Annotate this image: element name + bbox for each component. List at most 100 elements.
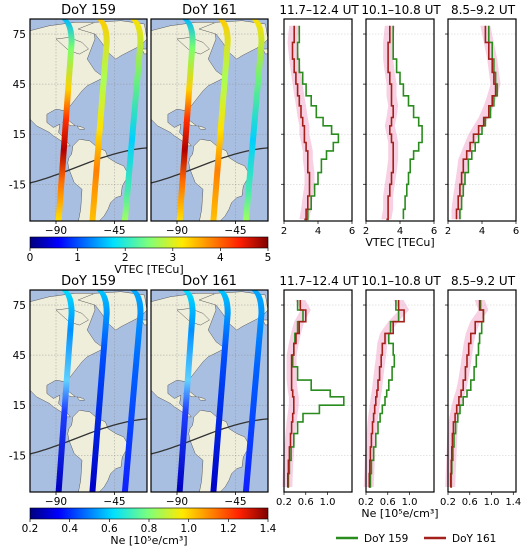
- profile-panel-top-profile-3: 8.5–9.2 UT 2 4 6: [445, 3, 519, 237]
- colorbar-label: Ne [10⁵e/cm³]: [110, 534, 187, 547]
- map-frame: [150, 289, 269, 493]
- satellite-track: [242, 19, 265, 221]
- profile-x-tick-label: 0.2: [440, 497, 456, 508]
- magnetic-equator: [30, 147, 147, 184]
- profile-panel-bottom-profile-3: 8.5–9.2 UT 0.2 0.6 1.0 1.4: [440, 274, 521, 508]
- magnetic-equator: [151, 147, 268, 184]
- land-mass: [198, 20, 268, 60]
- colorbar-tick-label: 1.4: [260, 523, 277, 535]
- profile-bg: [366, 19, 434, 221]
- map-title: DoY 159: [61, 274, 116, 289]
- lon-tick-label: −90: [45, 225, 67, 237]
- lat-tick-label: -15: [9, 450, 26, 462]
- series-line: [455, 25, 497, 220]
- colorbar-tick-label: 4: [217, 252, 224, 264]
- profile-x-tick-label: 4: [397, 226, 403, 237]
- map-panel-bottom-left: DoY 159 75 45 15 -15 −90 −45: [9, 274, 148, 508]
- profile-x-tick-label: 2: [363, 226, 369, 237]
- profile-x-tick-label: 0.2: [276, 497, 292, 508]
- profile-panel-bottom-profile-2: 10.1–10.8 UT 0.2 0.6 1.0Ne [10⁵e/cm³]: [358, 274, 441, 520]
- lat-tick-label: -15: [9, 179, 26, 191]
- uncertainty-band: [445, 300, 489, 487]
- profile-title: 11.7–12.4 UT: [279, 274, 359, 288]
- lat-tick-label: 45: [13, 79, 26, 91]
- profile-x-tick-label: 6: [431, 226, 437, 237]
- colorbar-label: VTEC [TECu]: [114, 263, 183, 276]
- profile-panel-top-profile-1: 11.7–12.4 UT 2 4 6: [279, 3, 359, 237]
- map-panel-bottom-right: DoY 161 −90 −45: [150, 274, 269, 508]
- map-frame: [150, 18, 269, 222]
- series-line: [291, 25, 311, 221]
- land-mass: [76, 396, 86, 401]
- satellite-track: [210, 290, 231, 492]
- lat-tick-label: 75: [13, 29, 26, 41]
- map-panel-top-left: DoY 159 75 45 15 -15 −90 −45: [9, 3, 148, 237]
- series-line: [392, 25, 423, 220]
- series-line: [450, 300, 485, 488]
- lon-tick-label: −45: [224, 496, 246, 508]
- colorbar-tick-label: 0.4: [61, 523, 78, 535]
- lon-tick-label: −45: [103, 225, 125, 237]
- profile-x-tick-label: 1.4: [505, 497, 521, 508]
- colorbar-tick-label: 1.2: [220, 523, 237, 535]
- profile-x-tick-label: 1.0: [320, 497, 336, 508]
- profile-x-tick-label: 4: [479, 226, 485, 237]
- satellite-track: [55, 290, 75, 492]
- profile-frame: [365, 289, 435, 493]
- satellite-track: [55, 19, 75, 221]
- satellite-track: [176, 19, 196, 221]
- map-title: DoY 161: [182, 274, 237, 289]
- profile-title: 10.1–10.8 UT: [361, 3, 441, 17]
- profile-x-tick-label: 2: [445, 226, 451, 237]
- profile-x-label: VTEC [TECu]: [365, 236, 434, 249]
- colorbar-tick-label: 0: [27, 252, 34, 264]
- lon-tick-label: −90: [166, 496, 188, 508]
- map-title: DoY 161: [182, 3, 237, 18]
- colorbar: 0 1 2 3 4 5 VTEC [TECu]: [27, 236, 271, 276]
- map-panel-top-right: DoY 161 −90 −45: [150, 3, 269, 237]
- colorbar-tick-label: 0.8: [141, 523, 158, 535]
- profile-x-tick-label: 6: [349, 226, 355, 237]
- legend-label: DoY 159: [364, 533, 408, 545]
- satellite-track: [121, 290, 144, 492]
- profile-title: 8.5–9.2 UT: [451, 274, 516, 288]
- profile-x-tick-label: 0.2: [358, 497, 374, 508]
- profile-x-tick-label: 0.6: [462, 497, 478, 508]
- map-frame: [29, 289, 148, 493]
- profile-x-tick-label: 4: [315, 226, 321, 237]
- lat-tick-label: 75: [13, 300, 26, 312]
- uncertainty-band: [282, 300, 311, 487]
- satellite-track: [242, 290, 265, 492]
- land-mass: [141, 319, 147, 326]
- series-line: [386, 25, 394, 221]
- land-mass: [77, 291, 147, 331]
- satellite-track: [176, 290, 196, 492]
- colorbar-tick-label: 0.2: [22, 523, 39, 535]
- profile-title: 11.7–12.4 UT: [279, 3, 359, 17]
- land-mass: [141, 48, 147, 55]
- colorbar-tick-label: 2: [122, 252, 129, 264]
- map-content: [30, 290, 147, 492]
- profile-frame: [447, 289, 517, 493]
- lon-tick-label: −45: [224, 225, 246, 237]
- colorbar-tick-label: 1: [74, 252, 81, 264]
- colorbar-gradient: [29, 507, 269, 520]
- lon-tick-label: −90: [45, 496, 67, 508]
- series-line: [449, 300, 485, 488]
- profile-x-tick-label: 0.6: [380, 497, 396, 508]
- profile-panel-bottom-profile-1: 11.7–12.4 UT 0.2 0.6 1.0: [276, 274, 359, 508]
- lat-tick-label: 15: [13, 129, 26, 141]
- profile-title: 10.1–10.8 UT: [361, 274, 441, 288]
- magnetic-equator: [30, 418, 147, 455]
- land-mass: [77, 20, 147, 60]
- profile-x-tick-label: 2: [281, 226, 287, 237]
- lon-tick-label: −45: [103, 496, 125, 508]
- map-content: [30, 19, 147, 221]
- satellite-track: [210, 19, 231, 221]
- profile-x-tick-label: 0.6: [298, 497, 314, 508]
- land-mass: [262, 48, 268, 55]
- profile-title: 8.5–9.2 UT: [451, 3, 516, 17]
- map-title: DoY 159: [61, 3, 116, 18]
